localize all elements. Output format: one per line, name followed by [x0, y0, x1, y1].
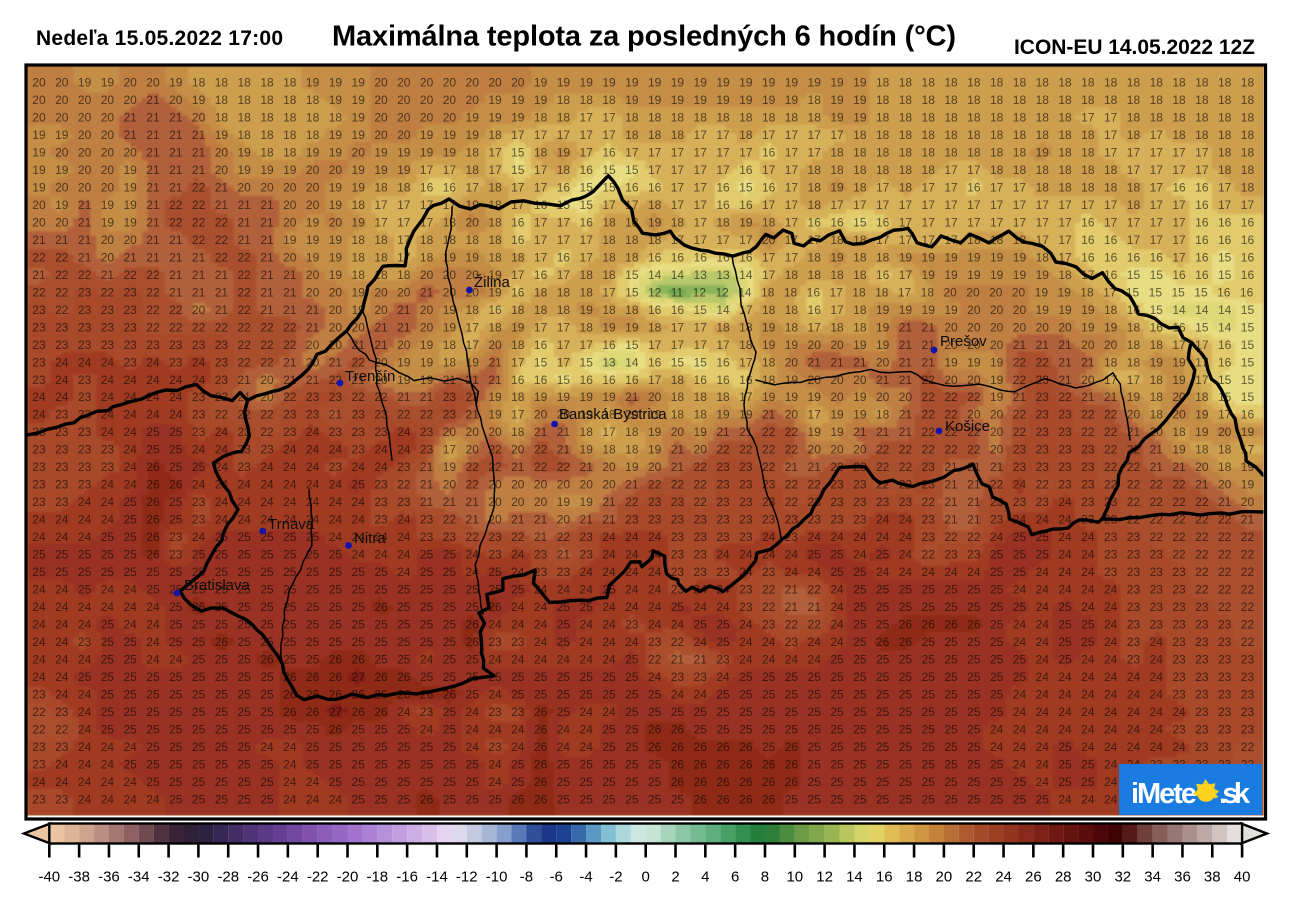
svg-text:26: 26 — [1025, 869, 1042, 886]
svg-text:.sk: .sk — [1219, 778, 1251, 810]
svg-text:20: 20 — [936, 869, 953, 886]
svg-text:23 23 23 24 24 26 26 24 24 24: 23 23 23 24 24 26 26 24 24 24 24 24 24 2… — [32, 478, 1254, 492]
svg-text:-20: -20 — [337, 869, 359, 886]
svg-text:23 24 24 24 23 24 23 24 23 22: 23 24 24 24 23 24 23 24 23 22 22 21 20 2… — [32, 355, 1254, 369]
svg-text:23 23 23 23 24 25 25 24 24 23: 23 23 23 23 24 25 25 24 24 23 23 24 24 2… — [32, 443, 1254, 457]
svg-text:24 24 23 24 24 24 24 23 22 21: 24 24 23 24 24 24 24 23 22 21 20 22 23 2… — [32, 390, 1254, 404]
svg-text:23 23 23 24 24 25 25 23 24 23: 23 23 23 24 24 25 25 23 24 23 22 23 24 2… — [32, 425, 1254, 439]
svg-text:12: 12 — [816, 869, 833, 886]
svg-text:20 20 20 20 20 21 20 19 18 18: 20 20 20 20 20 21 20 19 18 18 18 18 18 1… — [32, 93, 1254, 107]
svg-text:23 22 23 23 23 22 22 20 21 22: 23 22 23 23 23 22 22 20 21 22 21 21 21 2… — [32, 303, 1254, 317]
svg-text:Banská Bystrica: Banská Bystrica — [559, 406, 667, 423]
svg-text:25 25 25 25 25 26 23 25 25 25: 25 25 25 25 25 26 23 25 25 25 25 25 25 2… — [32, 548, 1254, 562]
svg-text:23 24 24 25 25 25 25 25 25 25: 23 24 24 25 25 25 25 25 25 25 25 26 26 2… — [32, 687, 1254, 701]
svg-text:30: 30 — [1085, 869, 1102, 886]
svg-text:19 20 20 20 19 21 21 22 21 20: 19 20 20 20 19 21 21 22 21 20 20 20 20 1… — [32, 181, 1254, 195]
svg-text:24 24 24 25 25 24 24 25 25 25: 24 24 24 25 25 24 24 25 25 25 26 25 25 2… — [32, 652, 1254, 666]
svg-text:Trenčín: Trenčín — [345, 368, 395, 385]
svg-text:Žilina: Žilina — [474, 274, 511, 291]
svg-text:19 20 20 20 20 21 21 21 20 19: 19 20 20 20 20 21 21 21 20 19 18 18 19 1… — [32, 146, 1254, 160]
svg-text:Nedeľa 15.05.2022 17:00: Nedeľa 15.05.2022 17:00 — [36, 27, 283, 50]
svg-text:-6: -6 — [550, 869, 563, 886]
svg-text:28: 28 — [1055, 869, 1072, 886]
svg-text:Bratislava: Bratislava — [184, 577, 251, 594]
svg-text:23 23 23 23 24 26 25 25 24 23: 23 23 23 23 24 26 25 25 24 23 24 24 24 2… — [32, 460, 1254, 474]
svg-text:-32: -32 — [158, 869, 180, 886]
svg-text:-10: -10 — [486, 869, 508, 886]
svg-text:21 21 21 20 20 21 21 22 22 21: 21 21 21 20 20 21 21 22 22 21 21 19 19 1… — [32, 233, 1254, 247]
svg-text:-40: -40 — [38, 869, 60, 886]
svg-text:23 23 23 23 23 23 23 23 23 22: 23 23 23 23 23 23 23 23 23 22 22 22 20 2… — [32, 338, 1254, 352]
svg-text:23 23 24 24 25 26 25 23 24 24: 23 23 24 24 25 26 25 23 24 24 24 24 24 2… — [32, 495, 1254, 509]
svg-text:22: 22 — [965, 869, 982, 886]
svg-text:32: 32 — [1114, 869, 1131, 886]
svg-text:Košice: Košice — [945, 418, 990, 435]
svg-text:22 22 23 22 23 22 21 21 21 22: 22 22 23 22 23 22 21 21 21 22 21 21 20 2… — [32, 285, 1253, 299]
svg-text:16: 16 — [876, 869, 893, 886]
svg-text:40: 40 — [1234, 869, 1251, 886]
svg-text:-8: -8 — [520, 869, 533, 886]
svg-text:-12: -12 — [456, 869, 478, 886]
svg-text:6: 6 — [731, 869, 739, 886]
svg-text:-14: -14 — [426, 869, 448, 886]
svg-text:25 25 25 25 25 25 25 25 25 25: 25 25 25 25 25 25 25 25 25 25 25 25 25 2… — [32, 565, 1254, 579]
svg-text:-30: -30 — [188, 869, 210, 886]
svg-text:24 24 24 24 24 24 25 26 25 25: 24 24 24 24 24 24 25 26 25 25 25 25 25 2… — [32, 600, 1254, 614]
svg-text:Trnava: Trnava — [268, 516, 315, 533]
svg-text:23 23 23 23 23 22 22 22 22 22: 23 23 23 23 23 22 22 22 22 22 22 22 21 2… — [32, 320, 1254, 334]
svg-text:24 24 24 24 25 26 25 23 24 24: 24 24 24 24 25 26 25 23 24 24 24 24 24 2… — [32, 513, 1254, 527]
svg-text:10: 10 — [786, 869, 803, 886]
svg-text:iMete: iMete — [1131, 778, 1197, 810]
svg-text:-34: -34 — [128, 869, 150, 886]
svg-text:Nitra: Nitra — [354, 530, 386, 547]
svg-text:20 20 20 20 21 21 21 20 18 18: 20 20 20 20 21 21 21 20 18 18 18 18 18 1… — [32, 111, 1254, 125]
svg-text:22 23 24 25 25 25 25 25 25 25: 22 23 24 25 25 25 25 25 25 25 25 26 26 2… — [32, 705, 1254, 719]
svg-text:20 19 21 19 19 21 22 22 21 21: 20 19 21 19 19 21 22 22 21 21 21 20 20 1… — [32, 198, 1254, 212]
svg-text:ICON-EU 14.05.2022 12Z: ICON-EU 14.05.2022 12Z — [1014, 36, 1255, 59]
svg-text:Prešov: Prešov — [940, 333, 987, 350]
svg-text:24 24 23 25 25 24 25 25 26 25: 24 24 23 25 25 24 25 25 26 25 25 25 25 2… — [32, 635, 1254, 649]
svg-text:24 23 23 24 24 24 24 23 22 22: 24 23 23 24 24 24 24 23 22 22 22 23 23 2… — [32, 408, 1254, 422]
svg-text:-24: -24 — [277, 869, 299, 886]
svg-text:24 24 25 24 24 25 25 25 25 25: 24 24 25 24 24 25 25 25 25 25 25 25 25 2… — [32, 583, 1254, 597]
svg-text:Maximálna teplota za poslednýc: Maximálna teplota za posledných 6 hodín … — [332, 21, 956, 53]
svg-text:20 20 21 19 19 21 22 22 22 21: 20 20 21 19 19 21 22 22 22 21 21 20 19 2… — [32, 215, 1254, 229]
svg-text:-28: -28 — [217, 869, 239, 886]
svg-text:22 22 24 25 25 25 25 25 25 25: 22 22 24 25 25 25 25 25 25 25 25 25 25 2… — [32, 722, 1254, 736]
svg-text:23 24 24 24 25 25 25 25 25 25: 23 24 24 24 25 25 25 25 25 25 25 24 25 2… — [32, 757, 1254, 771]
svg-text:34: 34 — [1144, 869, 1161, 886]
svg-text:18: 18 — [906, 869, 923, 886]
svg-text:-22: -22 — [307, 869, 329, 886]
svg-text:38: 38 — [1204, 869, 1221, 886]
svg-text:-2: -2 — [609, 869, 622, 886]
svg-text:24 24 25 25 25 25 25 25 25 25: 24 24 25 25 25 25 25 25 25 25 25 26 26 2… — [32, 670, 1254, 684]
svg-text:23 24 23 24 24 24 24 24 23 21: 23 24 23 24 24 24 24 24 23 21 20 21 21 2… — [32, 373, 1254, 387]
svg-text:0: 0 — [642, 869, 650, 886]
svg-text:24 24 24 25 25 26 23 24 25 25: 24 24 24 25 25 26 23 24 25 25 25 25 25 2… — [32, 530, 1254, 544]
svg-text:19 19 20 20 19 21 21 21 20 19: 19 19 20 20 19 21 21 21 20 19 19 19 20 2… — [32, 163, 1254, 177]
svg-text:19 19 20 20 21 21 21 21 19 18: 19 19 20 20 21 21 21 21 19 18 18 18 18 1… — [32, 128, 1254, 142]
svg-text:-26: -26 — [247, 869, 269, 886]
svg-text:24: 24 — [995, 869, 1012, 886]
svg-text:-4: -4 — [579, 869, 592, 886]
svg-text:23 23 24 24 24 24 25 25 25 25: 23 23 24 24 24 24 25 25 25 25 25 24 24 2… — [32, 792, 1254, 806]
svg-text:21 22 22 21 22 22 21 21 21 22: 21 22 22 21 22 22 21 21 21 22 21 21 20 1… — [32, 268, 1254, 282]
svg-text:24 24 24 25 24 24 25 25 25 25: 24 24 24 25 24 24 25 25 25 25 25 25 25 2… — [32, 618, 1254, 632]
svg-text:8: 8 — [761, 869, 769, 886]
svg-text:-16: -16 — [396, 869, 418, 886]
svg-text:22 22 21 20 21 21 21 21 22 22: 22 22 21 20 21 21 21 21 22 22 21 20 19 1… — [32, 250, 1254, 264]
svg-text:20 20 19 19 20 20 19 18 18 18: 20 20 19 19 20 20 19 18 18 18 18 18 19 1… — [32, 76, 1254, 90]
svg-text:23 23 24 24 24 25 25 25 25 25: 23 23 24 24 24 25 25 25 25 25 24 24 25 2… — [32, 740, 1254, 754]
svg-text:2: 2 — [671, 869, 679, 886]
svg-text:-38: -38 — [68, 869, 90, 886]
svg-text:24 24 24 24 24 25 25 25 25 25: 24 24 24 24 24 25 25 25 25 25 25 24 24 2… — [32, 775, 1254, 789]
svg-text:-36: -36 — [98, 869, 120, 886]
svg-text:4: 4 — [701, 869, 709, 886]
svg-text:36: 36 — [1174, 869, 1191, 886]
svg-text:-18: -18 — [366, 869, 388, 886]
svg-text:14: 14 — [846, 869, 863, 886]
